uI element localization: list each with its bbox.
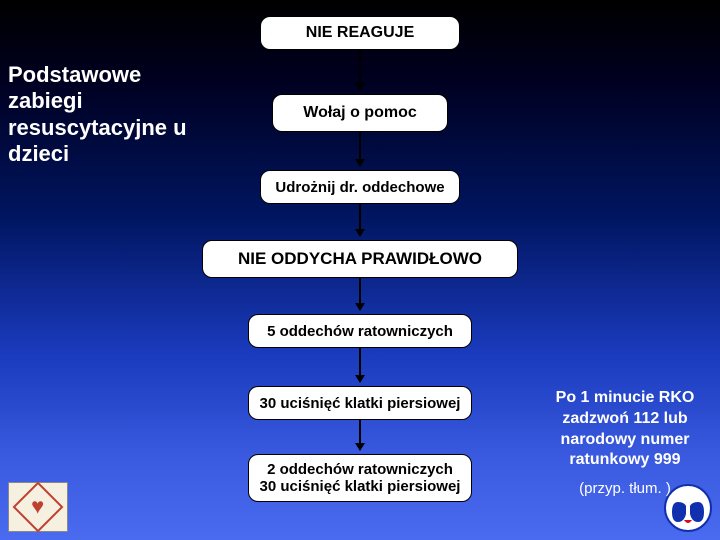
flowchart-arrow <box>359 278 361 310</box>
node-label: NIE ODDYCHA PRAWIDŁOWO <box>238 249 482 269</box>
flowchart-arrow <box>359 348 361 382</box>
node-nie-oddycha: NIE ODDYCHA PRAWIDŁOWO <box>202 240 518 278</box>
flowchart-arrow <box>359 204 361 236</box>
logo-left: ♥ <box>8 482 68 532</box>
node-udroznij: Udrożnij dr. oddechowe <box>260 170 460 204</box>
slide-title: Podstawowe zabiegi resuscytacyjne u dzie… <box>8 62 208 168</box>
node-label: NIE REAGUJE <box>306 24 414 42</box>
heart-icon: ♥ <box>13 482 64 533</box>
node-label: 30 uciśnięć klatki piersiowej <box>260 395 461 412</box>
flowchart-arrow <box>359 420 361 450</box>
flowchart-arrow <box>359 132 361 166</box>
node-2-oddechow-30: 2 oddechów ratowniczych 30 uciśnięć klat… <box>248 454 472 502</box>
node-5-oddechow: 5 oddechów ratowniczych <box>248 314 472 348</box>
node-label: 2 oddechów ratowniczych 30 uciśnięć klat… <box>260 461 461 495</box>
logo-right <box>664 484 712 532</box>
node-wolaj-o-pomoc: Wołaj o pomoc <box>272 94 448 132</box>
node-nie-reaguje: NIE REAGUJE <box>260 16 460 50</box>
node-label: 5 oddechów ratowniczych <box>267 323 453 340</box>
side-note: Po 1 minucie RKO zadzwoń 112 lub narodow… <box>540 388 710 471</box>
node-label: Wołaj o pomoc <box>303 104 416 122</box>
node-label: Udrożnij dr. oddechowe <box>275 179 444 196</box>
node-30-ucisniec: 30 uciśnięć klatki piersiowej <box>248 386 472 420</box>
flowchart-arrow <box>359 50 361 90</box>
lungs-icon <box>664 484 712 532</box>
